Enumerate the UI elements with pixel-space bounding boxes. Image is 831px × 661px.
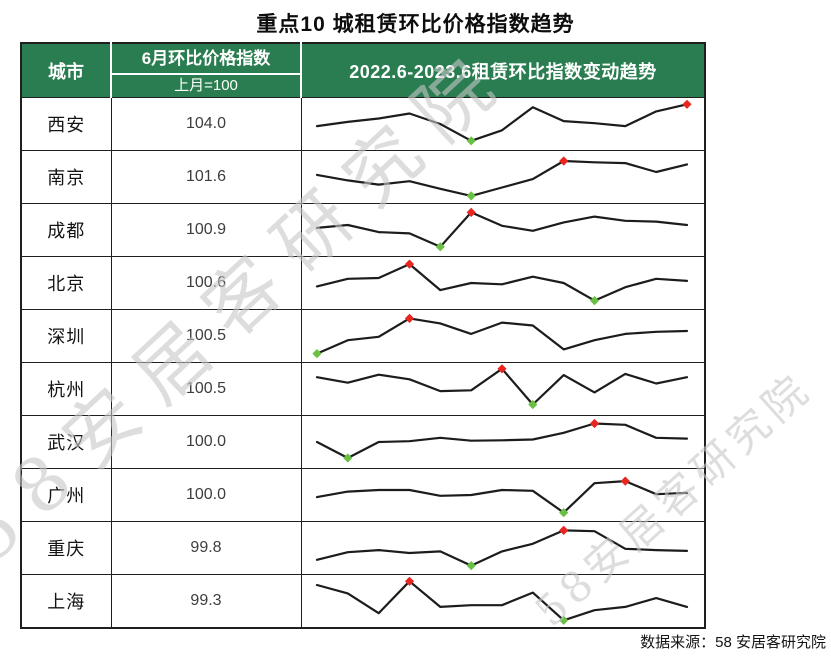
city-name: 重庆	[20, 521, 112, 575]
max-marker-icon	[558, 156, 568, 166]
sparkline-cell	[300, 309, 706, 363]
city-name: 广州	[20, 468, 112, 522]
sparkline-line	[315, 422, 688, 460]
sparkline-chart	[315, 364, 688, 410]
sparkline-cell	[300, 97, 706, 151]
sparkline-line	[315, 480, 688, 514]
index-value: 100.9	[110, 203, 302, 257]
table-row: 武汉 100.0	[20, 415, 706, 469]
table-row: 重庆 99.8	[20, 521, 706, 575]
table-row: 西安 104.0	[20, 97, 706, 151]
sparkline-cell	[300, 203, 706, 257]
index-value: 100.5	[110, 309, 302, 363]
max-marker-icon	[404, 313, 414, 323]
max-marker-icon	[681, 99, 692, 109]
max-marker-icon	[589, 418, 599, 429]
sparkline-line	[315, 367, 688, 406]
index-value: 100.6	[110, 256, 302, 310]
sparkline-chart	[315, 259, 688, 306]
sparkline-chart	[315, 207, 688, 252]
sparkline-cell	[300, 521, 706, 575]
city-name: 北京	[20, 256, 112, 310]
sparkline-chart	[311, 313, 688, 359]
city-name: 深圳	[20, 309, 112, 363]
city-name: 南京	[20, 150, 112, 204]
header-city: 城市	[21, 43, 112, 98]
index-value: 100.0	[110, 415, 302, 469]
min-marker-icon	[466, 136, 476, 146]
sparkline-cell	[300, 415, 706, 469]
table-row: 深圳 100.5	[20, 309, 706, 363]
sparkline-cell	[300, 256, 706, 310]
table-row: 南京 101.6	[20, 150, 706, 204]
city-name: 杭州	[20, 362, 112, 416]
min-marker-icon	[311, 349, 322, 359]
min-marker-icon	[466, 561, 476, 571]
city-name: 武汉	[20, 415, 112, 469]
min-marker-icon	[527, 399, 537, 410]
index-value: 99.8	[110, 521, 302, 575]
sparkline-line	[315, 103, 688, 142]
sparkline-line	[315, 529, 688, 567]
table-body: 西安 104.0 南京 101.6 成都 100.9 北京 100.6 深圳 100.5 杭州 100…	[20, 97, 706, 629]
sparkline-chart	[315, 99, 692, 146]
table-row: 成都 100.9	[20, 203, 706, 257]
header-trend: 2022.6-2023.6租赁环比指数变动趋势	[301, 43, 705, 98]
index-value: 101.6	[110, 150, 302, 204]
min-marker-icon	[589, 296, 599, 306]
header-june-index-line1: 6月环比价格指数	[112, 45, 300, 75]
max-marker-icon	[558, 525, 568, 535]
max-marker-icon	[404, 576, 414, 586]
data-source-note: 数据来源：58 安居客研究院	[640, 634, 826, 651]
max-marker-icon	[620, 476, 630, 486]
sparkline-chart	[315, 576, 688, 625]
sparkline-cell	[300, 468, 706, 522]
table-row: 杭州 100.5	[20, 362, 706, 416]
table-row: 北京 100.6	[20, 256, 706, 310]
index-value: 100.0	[110, 468, 302, 522]
city-name: 上海	[20, 574, 112, 629]
min-marker-icon	[342, 453, 352, 463]
sparkline-cell	[300, 362, 706, 416]
sparkline-line	[315, 159, 688, 198]
max-marker-icon	[466, 207, 476, 217]
sparkline-line	[315, 580, 688, 622]
city-name: 西安	[20, 97, 112, 151]
sparkline-cell	[300, 574, 706, 629]
sparkline-line	[315, 211, 688, 248]
table-row: 上海 99.3	[20, 574, 706, 629]
min-marker-icon	[558, 615, 568, 625]
sparkline-line	[315, 317, 688, 355]
header-june-index: 6月环比价格指数 上月=100	[111, 43, 302, 98]
header-june-index-line2: 上月=100	[174, 76, 238, 94]
max-marker-icon	[404, 259, 414, 269]
sparkline-cell	[300, 150, 706, 204]
sparkline-chart	[315, 418, 688, 463]
table-header: 城市 6月环比价格指数 上月=100 2022.6-2023.6租赁环比指数变动…	[21, 43, 705, 98]
min-marker-icon	[466, 191, 476, 201]
table-row: 广州 100.0	[20, 468, 706, 522]
index-value: 100.5	[110, 362, 302, 416]
sparkline-chart	[315, 525, 688, 571]
index-value: 99.3	[110, 574, 302, 629]
max-marker-icon	[496, 364, 507, 374]
page-title: 重点10 城租赁环比价格指数趋势	[256, 13, 575, 36]
sparkline-chart	[315, 476, 688, 518]
sparkline-chart	[315, 156, 688, 201]
min-marker-icon	[435, 242, 445, 252]
city-name: 成都	[20, 203, 112, 257]
index-value: 104.0	[110, 97, 302, 151]
index-table: 城市 6月环比价格指数 上月=100 2022.6-2023.6租赁环比指数变动…	[20, 42, 706, 629]
sparkline-line	[315, 262, 688, 302]
